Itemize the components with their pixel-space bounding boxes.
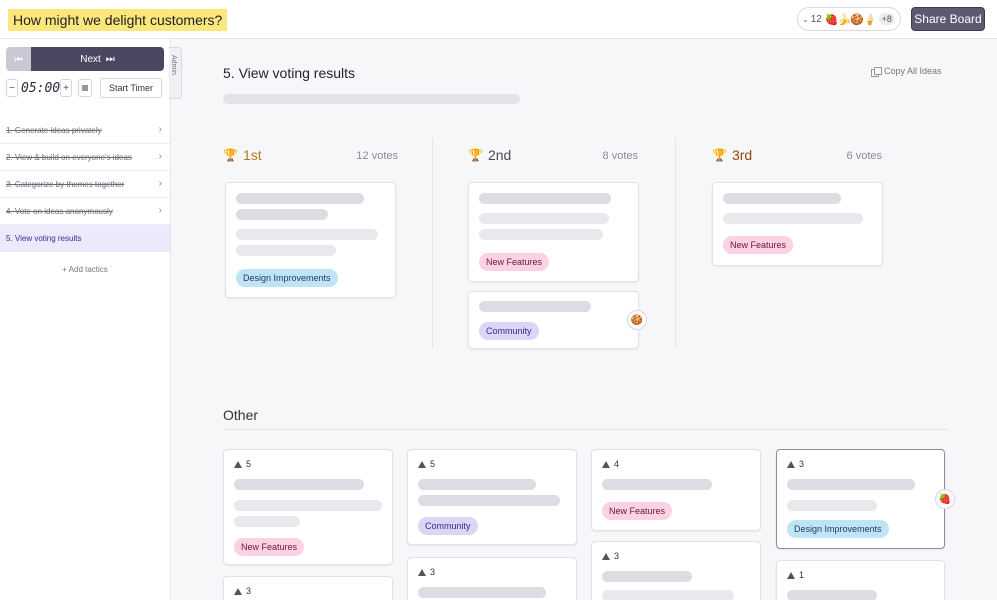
chevron-right-icon: ›	[158, 124, 162, 135]
participant-avatar: 🍌	[837, 13, 852, 26]
vote-count: 3	[418, 567, 435, 577]
category-tag: New Features	[234, 538, 305, 556]
facilitator-controls: ⏮ Next ⏭ − 05:00 + Start Timer	[6, 47, 164, 98]
timer-plus-button[interactable]: +	[60, 79, 72, 97]
reaction-badge[interactable]: 🍓	[935, 489, 955, 509]
previous-button[interactable]: ⏮	[6, 47, 31, 71]
admin-label: Admin	[170, 55, 177, 75]
category-tag: Design Improvements	[787, 520, 889, 538]
skip-back-icon: ⏮	[14, 53, 23, 64]
share-board-button[interactable]: Share Board	[911, 7, 985, 31]
vote-count: 3	[234, 586, 251, 596]
chevron-down-icon: ⌄	[802, 14, 809, 24]
category-tag: New Features	[479, 253, 550, 271]
participants-more-badge: +8	[878, 13, 895, 25]
idea-card[interactable]: 5 New Features	[223, 449, 393, 565]
other-heading: Other	[223, 407, 259, 423]
copy-all-ideas-button[interactable]: Copy All Ideas	[871, 66, 942, 77]
idea-card[interactable]: Community 🍪	[468, 291, 647, 349]
start-timer-button[interactable]: Start Timer	[100, 78, 162, 98]
participants-dropdown[interactable]: ⌄ 12 🍓 🍌 🍪 🍦 +8	[797, 7, 901, 31]
column-divider	[432, 138, 433, 348]
category-tag: Design Improvements	[236, 269, 338, 287]
rank-label: 3rd	[731, 147, 753, 163]
rank-label: 1st	[242, 147, 262, 163]
section-divider	[223, 429, 949, 430]
vote-count: 4	[602, 459, 619, 469]
copy-icon	[871, 66, 882, 77]
reaction-badge[interactable]: 🍪	[627, 310, 647, 330]
column-divider	[675, 138, 676, 348]
trophy-icon: 🏆	[468, 148, 483, 162]
next-label: Next	[80, 53, 101, 65]
category-tag: New Features	[602, 502, 673, 520]
podium-second: 🏆 2nd 8 votes	[468, 138, 638, 348]
stop-icon	[82, 85, 88, 91]
idea-card[interactable]: 3	[407, 557, 577, 600]
participants-count: 12	[810, 13, 822, 25]
timer-minus-button[interactable]: −	[6, 79, 18, 97]
add-tactics-button[interactable]: + Add tactics	[62, 265, 108, 274]
idea-card[interactable]: 5 Community	[407, 449, 577, 545]
tactic-item-1[interactable]: 1. Generate ideas privately ›	[0, 117, 170, 144]
category-tag: Community	[418, 517, 478, 535]
tactic-item-2[interactable]: 2. View & build on everyone's ideas ›	[0, 144, 170, 171]
idea-card-selected[interactable]: 3 Design Improvements 🍓	[776, 449, 955, 549]
idea-card[interactable]: 1	[776, 560, 945, 600]
timer-value[interactable]: 05:00	[21, 80, 61, 96]
upvote-icon	[234, 587, 242, 595]
vote-count: 3	[787, 459, 804, 469]
rank-label: 2nd	[487, 147, 512, 163]
description-placeholder	[223, 94, 520, 104]
tactic-item-4[interactable]: 4. Vote on ideas anonymously ›	[0, 198, 170, 225]
tactic-item-5[interactable]: 5. View voting results	[0, 225, 170, 252]
skip-forward-icon: ⏭	[105, 53, 115, 65]
idea-card[interactable]: New Features	[468, 182, 639, 282]
idea-card[interactable]: 4 New Features	[591, 449, 761, 531]
upvote-icon	[787, 571, 795, 579]
chevron-right-icon: ›	[158, 178, 162, 189]
participant-avatar: 🍪	[850, 13, 864, 26]
category-tag: New Features	[723, 236, 794, 254]
top-header: How might we delight customers? ⌄ 12 🍓 🍌…	[0, 0, 997, 39]
podium-first: 🏆 1st 12 votes	[223, 138, 398, 348]
trophy-icon: 🏆	[223, 148, 238, 162]
trophy-icon: 🏆	[712, 148, 727, 162]
podium-third: 🏆 3rd 6 votes	[712, 138, 882, 348]
idea-card[interactable]: 3	[591, 541, 761, 600]
page-title: 5. View voting results	[223, 65, 356, 81]
vote-count: 5	[234, 459, 251, 469]
participant-avatar: 🍦	[862, 13, 877, 26]
idea-card[interactable]: Design Improvements	[225, 182, 396, 298]
upvote-icon	[418, 568, 426, 576]
vote-total: 6 votes	[846, 150, 882, 162]
idea-card[interactable]: New Features	[712, 182, 883, 266]
tactic-item-3[interactable]: 3. Categorize by themes together ›	[0, 171, 170, 198]
upvote-icon	[418, 460, 426, 468]
board-title[interactable]: How might we delight customers?	[8, 9, 228, 31]
upvote-icon	[602, 460, 610, 468]
admin-tab[interactable]: Admin	[169, 47, 182, 99]
chevron-right-icon: ›	[158, 205, 162, 216]
vote-total: 8 votes	[602, 150, 638, 162]
vote-count: 3	[602, 551, 619, 561]
upvote-icon	[787, 460, 795, 468]
timer-stop-button[interactable]	[78, 79, 92, 97]
category-tag: Community	[479, 322, 539, 340]
vote-total: 12 votes	[356, 150, 398, 162]
vote-count: 1	[787, 570, 804, 580]
tactics-list: 1. Generate ideas privately › 2. View & b…	[0, 117, 170, 274]
sidebar: ⏮ Next ⏭ − 05:00 + Start Timer 1. Genera…	[0, 39, 171, 600]
upvote-icon	[602, 552, 610, 560]
chevron-right-icon: ›	[158, 151, 162, 162]
upvote-icon	[234, 460, 242, 468]
idea-card[interactable]: 3	[223, 576, 393, 600]
vote-count: 5	[418, 459, 435, 469]
participant-avatar: 🍓	[824, 13, 839, 26]
next-button[interactable]: Next ⏭	[31, 47, 164, 71]
